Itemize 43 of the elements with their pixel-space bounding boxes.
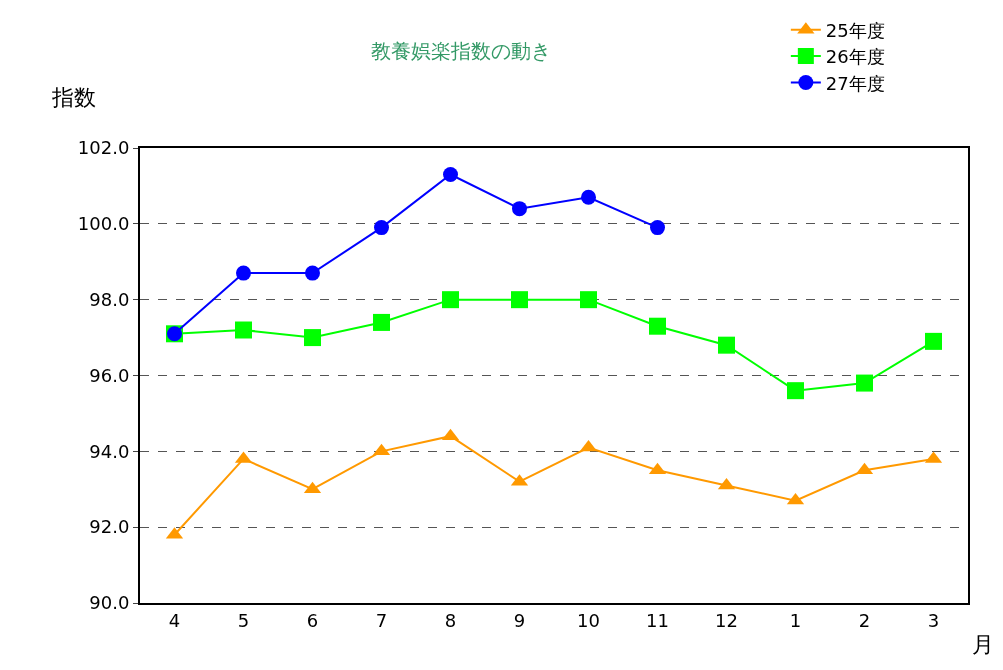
y-tick-label: 100.0 [77,213,130,235]
point [512,201,527,217]
x-tick-label: 11 [646,609,669,631]
x-tick-label: 9 [513,609,526,631]
y-tick-label: 92.0 [89,516,130,538]
x-tick-label: 12 [715,609,738,631]
point [442,291,459,309]
point [650,220,665,236]
legend-label: 27年度 [825,72,885,94]
point [374,220,389,236]
point [580,291,597,309]
point [443,167,458,183]
x-tick-label: 10 [577,609,600,631]
point [235,321,252,339]
x-tick-label: 8 [444,609,457,631]
x-tick-label: 2 [858,609,871,631]
y-axis-title: 指数 [51,85,96,110]
point [718,336,735,354]
point [649,317,666,335]
x-tick-label: 5 [237,609,250,631]
legend-label: 26年度 [825,46,885,68]
point [787,382,804,400]
point [304,329,321,347]
y-tick-label: 90.0 [89,592,130,614]
point [511,291,528,309]
y-tick-label: 96.0 [89,364,130,386]
point [856,374,873,392]
x-tick-label: 6 [306,609,319,631]
legend-label: 25年度 [825,19,885,41]
point [581,189,596,205]
x-tick-label: 3 [927,609,940,631]
x-tick-label: 7 [375,609,388,631]
chart-title: 教養娯楽指数の動き [371,38,552,63]
x-tick-label: 4 [168,609,181,631]
point [373,313,390,331]
x-axis-title: 月 [972,632,994,657]
point [925,332,942,350]
y-tick-label: 98.0 [89,288,130,310]
point [305,265,320,281]
point [236,265,251,281]
y-tick-label: 102.0 [77,137,130,159]
y-tick-label: 94.0 [89,440,130,462]
x-tick-label: 1 [789,609,802,631]
